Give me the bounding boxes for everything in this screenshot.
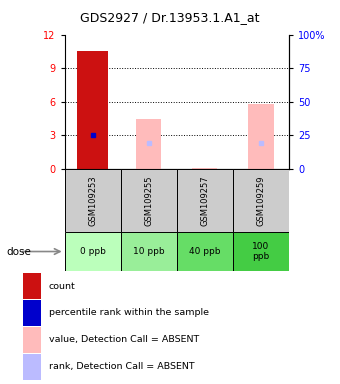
Bar (177, 232, 233, 271)
Text: percentile rank within the sample: percentile rank within the sample (49, 308, 209, 318)
Text: 40 ppb: 40 ppb (189, 247, 221, 256)
Bar (65, 232, 121, 271)
Bar (23, 327, 41, 353)
Bar (121, 169, 177, 232)
Text: value, Detection Call = ABSENT: value, Detection Call = ABSENT (49, 335, 199, 344)
Bar (77, 51, 108, 169)
Bar (177, 169, 233, 232)
Bar (192, 167, 218, 169)
Bar (121, 232, 177, 271)
Bar (233, 169, 289, 232)
Bar (65, 169, 121, 232)
Bar (23, 300, 41, 326)
Text: 10 ppb: 10 ppb (133, 247, 165, 256)
Bar (248, 104, 274, 169)
Bar (23, 273, 41, 299)
Bar (233, 232, 289, 271)
Text: GSM109253: GSM109253 (88, 175, 97, 226)
Bar (23, 354, 41, 380)
Text: GSM109259: GSM109259 (256, 175, 266, 226)
Text: count: count (49, 281, 75, 291)
Text: 100
ppb: 100 ppb (252, 242, 270, 261)
Text: GSM109257: GSM109257 (200, 175, 209, 226)
Text: dose: dose (7, 247, 32, 257)
Text: GDS2927 / Dr.13953.1.A1_at: GDS2927 / Dr.13953.1.A1_at (80, 12, 260, 25)
Text: GSM109255: GSM109255 (144, 175, 153, 226)
Bar (136, 119, 162, 169)
Text: rank, Detection Call = ABSENT: rank, Detection Call = ABSENT (49, 362, 194, 371)
Text: 0 ppb: 0 ppb (80, 247, 106, 256)
